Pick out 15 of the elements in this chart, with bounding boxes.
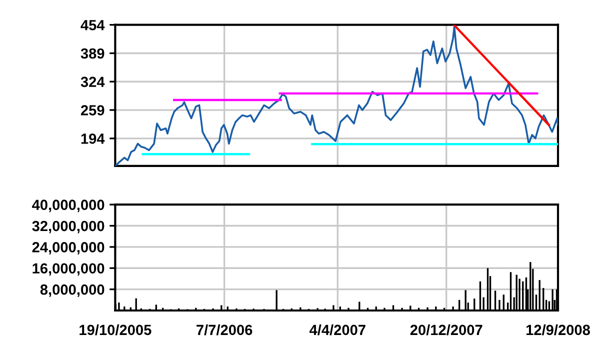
y-tick-label: 16,000,000	[32, 263, 104, 276]
y-tick-label: 259	[80, 105, 104, 116]
y-tick-label: 389	[80, 48, 104, 59]
y-tick-label: 24,000,000	[32, 242, 104, 254]
y-tick-label: 194	[81, 134, 105, 144]
y-tick-label: 324	[80, 76, 105, 88]
y-tick-label: 40,000,000	[32, 200, 104, 212]
y-tick-label: 32,000,000	[32, 220, 104, 234]
y-tick-label: 8,000,000	[40, 284, 104, 297]
x-tick-label: 19/10/2005	[80, 324, 152, 336]
y-tick-label: 454	[80, 20, 105, 30]
x-tick-label: 4/4/2007	[309, 324, 366, 336]
x-tick-label: 7/7/2006	[196, 324, 252, 336]
x-tick-label: 20/12/2007	[410, 324, 482, 336]
x-tick-label: 12/9/2008	[526, 324, 590, 336]
